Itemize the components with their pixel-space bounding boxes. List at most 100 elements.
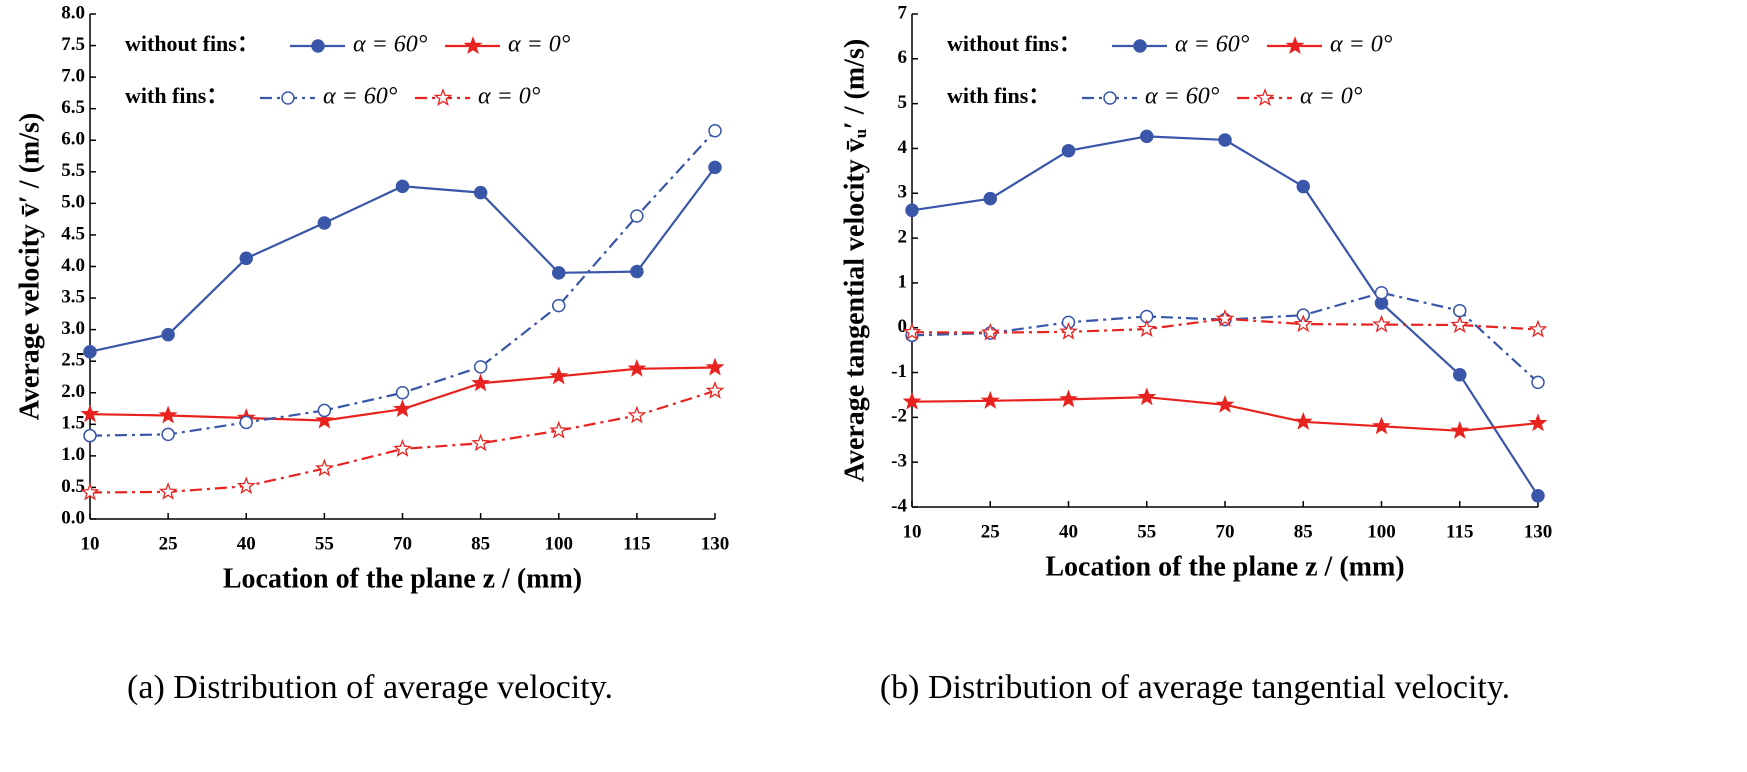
data-point [161, 327, 175, 342]
legend-label: α = 60° [1175, 32, 1250, 58]
data-point [627, 358, 647, 377]
data-point [1450, 315, 1470, 334]
data-point [393, 399, 412, 418]
data-point [630, 264, 644, 279]
data-point [980, 322, 1000, 341]
data-point [395, 179, 410, 194]
y-tick-label: 0.0 [61, 507, 85, 528]
data-point [83, 428, 97, 443]
data-point [1372, 416, 1391, 435]
x-tick-label: 55 [1137, 521, 1156, 542]
y-tick-label: 3.0 [61, 318, 85, 339]
data-point [80, 482, 100, 501]
data-point [315, 458, 334, 477]
data-point [552, 298, 566, 313]
x-tick-label: 40 [1059, 521, 1078, 542]
y-tick-label: -1 [891, 361, 907, 382]
legend-group: with fins： [125, 83, 228, 108]
data-point [239, 415, 253, 430]
y-tick-label: 7.0 [61, 65, 85, 86]
y-tick-label: 7 [898, 2, 908, 23]
data-point [1218, 133, 1232, 147]
y-tick-label: 4.0 [61, 255, 85, 276]
legend-marker [1255, 88, 1275, 106]
x-tick-label: 85 [471, 533, 490, 554]
y-tick-label: 5.0 [61, 192, 85, 213]
caption: (a) Distribution of average velocity. [127, 669, 613, 706]
data-point [1061, 143, 1076, 158]
legend-label: α = 60° [323, 84, 398, 110]
y-tick-label: -4 [891, 495, 907, 516]
data-point [549, 366, 569, 385]
x-tick-label: 25 [981, 521, 1000, 542]
legend-group: without fins： [125, 31, 259, 56]
data-point [317, 216, 332, 230]
series-line [89, 166, 716, 353]
data-point [1140, 129, 1154, 144]
y-tick-label: 4 [898, 137, 908, 158]
y-tick-label: 2.5 [61, 350, 85, 371]
y-tick-label: 5 [898, 92, 908, 113]
x-tick-label: 100 [545, 533, 574, 554]
y-tick-label: 1 [898, 271, 908, 292]
data-point [1293, 314, 1313, 333]
data-point [708, 124, 722, 138]
legend-marker [281, 91, 295, 105]
x-axis-title: Location of the plane z / (mm) [223, 563, 582, 594]
data-point [1059, 389, 1078, 408]
data-point [552, 266, 566, 280]
data-point [471, 373, 490, 392]
data-point [395, 386, 410, 400]
x-tick-label: 10 [81, 533, 100, 554]
data-point [236, 476, 256, 495]
data-point [158, 482, 178, 500]
data-point [1453, 368, 1467, 382]
data-point [473, 360, 488, 374]
legend-marker [311, 39, 325, 53]
data-point [980, 390, 1000, 409]
data-point [902, 391, 922, 410]
data-point [1215, 308, 1235, 327]
legend-marker [1285, 36, 1305, 54]
legend-marker [1103, 91, 1117, 105]
x-tick-label: 100 [1367, 521, 1396, 542]
y-tick-label: 8.0 [61, 2, 85, 23]
data-point [1528, 413, 1548, 432]
y-axis-title: Average velocity v̄′ / (m/s) [14, 113, 45, 420]
y-tick-label: 6.0 [61, 129, 85, 150]
series-line [911, 291, 1539, 384]
data-point [630, 209, 644, 223]
caption: (b) Distribution of average tangential v… [880, 669, 1510, 706]
x-tick-label: 115 [623, 533, 650, 554]
y-tick-label: 1.0 [61, 444, 85, 465]
y-tick-label: 6.5 [61, 97, 85, 118]
data-point [161, 427, 175, 442]
data-point [1531, 375, 1545, 390]
data-point [1531, 489, 1545, 503]
data-point [317, 403, 332, 418]
y-tick-label: -3 [891, 451, 907, 472]
y-tick-label: 3 [898, 182, 908, 203]
x-tick-label: 70 [1216, 521, 1235, 542]
data-point [1137, 387, 1157, 406]
data-point [1293, 411, 1313, 430]
data-point [905, 203, 919, 218]
x-tick-label: 70 [393, 533, 412, 554]
x-tick-label: 55 [315, 533, 334, 554]
data-point [471, 433, 490, 452]
legend-marker [463, 36, 483, 54]
x-tick-label: 130 [701, 533, 730, 554]
data-point [627, 405, 647, 424]
data-point [239, 251, 253, 266]
data-point [1059, 321, 1078, 340]
y-tick-label: 7.5 [61, 34, 85, 55]
data-point [1372, 314, 1391, 333]
data-point [708, 160, 722, 175]
data-point [1137, 319, 1157, 338]
x-tick-label: 25 [159, 533, 178, 554]
y-tick-label: -2 [891, 406, 907, 427]
x-axis-title: Location of the plane z / (mm) [1045, 551, 1404, 582]
data-point [1215, 394, 1235, 413]
x-tick-label: 115 [1446, 521, 1473, 542]
legend-group: with fins： [947, 83, 1050, 108]
